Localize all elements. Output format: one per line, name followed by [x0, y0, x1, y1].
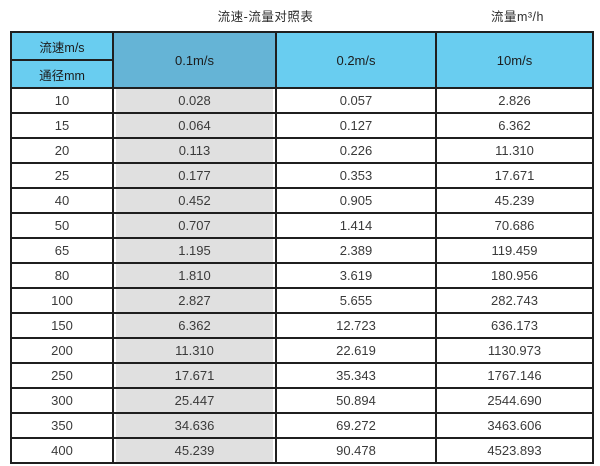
flow-value-cell: 35.343 [275, 362, 437, 389]
flow-value-cell: 6.362 [112, 312, 277, 339]
diameter-cell: 400 [10, 437, 114, 464]
table-row: 150 6.362 12.723 636.173 [10, 312, 594, 339]
diameter-cell: 150 [10, 312, 114, 339]
flow-value-cell: 1130.973 [435, 337, 594, 364]
diameter-cell: 20 [10, 137, 114, 164]
column-header-0-2ms: 0.2m/s [275, 31, 437, 89]
diameter-cell: 40 [10, 187, 114, 214]
table-row: 80 1.810 3.619 180.956 [10, 262, 594, 289]
table-title: 流速-流量对照表 [217, 10, 314, 24]
table-body: 10 0.028 0.057 2.826 15 0.064 0.127 6.362 20 0.11… [10, 87, 594, 464]
flow-value-cell: 3.619 [275, 262, 437, 289]
diameter-cell: 250 [10, 362, 114, 389]
header-row-top: 流速m/s 0.1m/s 0.2m/s 10m/s [10, 31, 594, 89]
flow-value-cell: 0.452 [112, 187, 277, 214]
table-row: 25 0.177 0.353 17.671 [10, 162, 594, 189]
diameter-cell: 100 [10, 287, 114, 314]
flow-value-cell: 180.956 [435, 262, 594, 289]
flow-value-cell: 2.827 [112, 287, 277, 314]
flow-value-cell: 0.127 [275, 112, 437, 139]
flow-value-cell: 636.173 [435, 312, 594, 339]
table-row: 40 0.452 0.905 45.239 [10, 187, 594, 214]
flow-value-cell: 0.064 [112, 112, 277, 139]
flow-value-cell: 0.226 [275, 137, 437, 164]
flow-value-cell: 4523.893 [435, 437, 594, 464]
table-row: 250 17.671 35.343 1767.146 [10, 362, 594, 389]
flow-value-cell: 2544.690 [435, 387, 594, 414]
flow-value-cell: 3463.606 [435, 412, 594, 439]
corner-cell-velocity: 流速m/s [10, 31, 114, 61]
table-row: 300 25.447 50.894 2544.690 [10, 387, 594, 414]
flow-value-cell: 45.239 [435, 187, 594, 214]
diameter-cell: 200 [10, 337, 114, 364]
flow-value-cell: 0.113 [112, 137, 277, 164]
flow-value-cell: 0.353 [275, 162, 437, 189]
flow-value-cell: 17.671 [112, 362, 277, 389]
diameter-cell: 80 [10, 262, 114, 289]
column-header-10ms: 10m/s [435, 31, 594, 89]
flow-value-cell: 11.310 [112, 337, 277, 364]
flow-value-cell: 70.686 [435, 212, 594, 239]
flow-value-cell: 282.743 [435, 287, 594, 314]
flow-value-cell: 11.310 [435, 137, 594, 164]
flow-value-cell: 90.478 [275, 437, 437, 464]
header-row-bottom: 通径mm [10, 59, 593, 89]
table-row: 100 2.827 5.655 282.743 [10, 287, 594, 314]
flow-value-cell: 12.723 [275, 312, 437, 339]
flow-unit-label: 流量m³/h [490, 10, 544, 24]
flow-value-cell: 1.414 [275, 212, 437, 239]
flow-value-cell: 2.826 [435, 87, 594, 114]
table-row: 20 0.113 0.226 11.310 [10, 137, 594, 164]
column-header-0-1ms: 0.1m/s [112, 31, 277, 89]
flow-value-cell: 0.028 [112, 87, 277, 114]
flow-value-cell: 0.707 [112, 212, 277, 239]
flow-value-cell: 0.905 [275, 187, 437, 214]
flow-value-cell: 6.362 [435, 112, 594, 139]
flow-value-cell: 5.655 [275, 287, 437, 314]
table-row: 15 0.064 0.127 6.362 [10, 112, 594, 139]
table-row: 350 34.636 69.272 3463.606 [10, 412, 594, 439]
flow-value-cell: 1767.146 [435, 362, 594, 389]
table-header: 流速m/s 0.1m/s 0.2m/s 10m/s 通径mm [10, 31, 594, 89]
table-row: 50 0.707 1.414 70.686 [10, 212, 594, 239]
flow-value-cell: 0.177 [112, 162, 277, 189]
table-row: 10 0.028 0.057 2.826 [10, 87, 594, 114]
table-row: 400 45.239 90.478 4523.893 [10, 437, 594, 464]
diameter-cell: 300 [10, 387, 114, 414]
flow-value-cell: 0.057 [275, 87, 437, 114]
flow-value-cell: 69.272 [275, 412, 437, 439]
flow-value-cell: 25.447 [112, 387, 277, 414]
flow-value-cell: 45.239 [112, 437, 277, 464]
flow-value-cell: 1.810 [112, 262, 277, 289]
diameter-cell: 25 [10, 162, 114, 189]
diameter-cell: 50 [10, 212, 114, 239]
corner-cell-diameter: 通径mm [10, 59, 114, 89]
flow-value-cell: 1.195 [112, 237, 277, 264]
flow-value-cell: 2.389 [275, 237, 437, 264]
flow-value-cell: 34.636 [112, 412, 277, 439]
diameter-cell: 350 [10, 412, 114, 439]
flow-value-cell: 50.894 [275, 387, 437, 414]
table-row: 65 1.195 2.389 119.459 [10, 237, 594, 264]
table-row: 200 11.310 22.619 1130.973 [10, 337, 594, 364]
diameter-cell: 15 [10, 112, 114, 139]
flow-rate-table: 流速m/s 0.1m/s 0.2m/s 10m/s 通径mm 10 0.028 0.… [10, 31, 594, 464]
diameter-cell: 65 [10, 237, 114, 264]
diameter-cell: 10 [10, 87, 114, 114]
flow-value-cell: 119.459 [435, 237, 594, 264]
flow-value-cell: 17.671 [435, 162, 594, 189]
flow-value-cell: 22.619 [275, 337, 437, 364]
